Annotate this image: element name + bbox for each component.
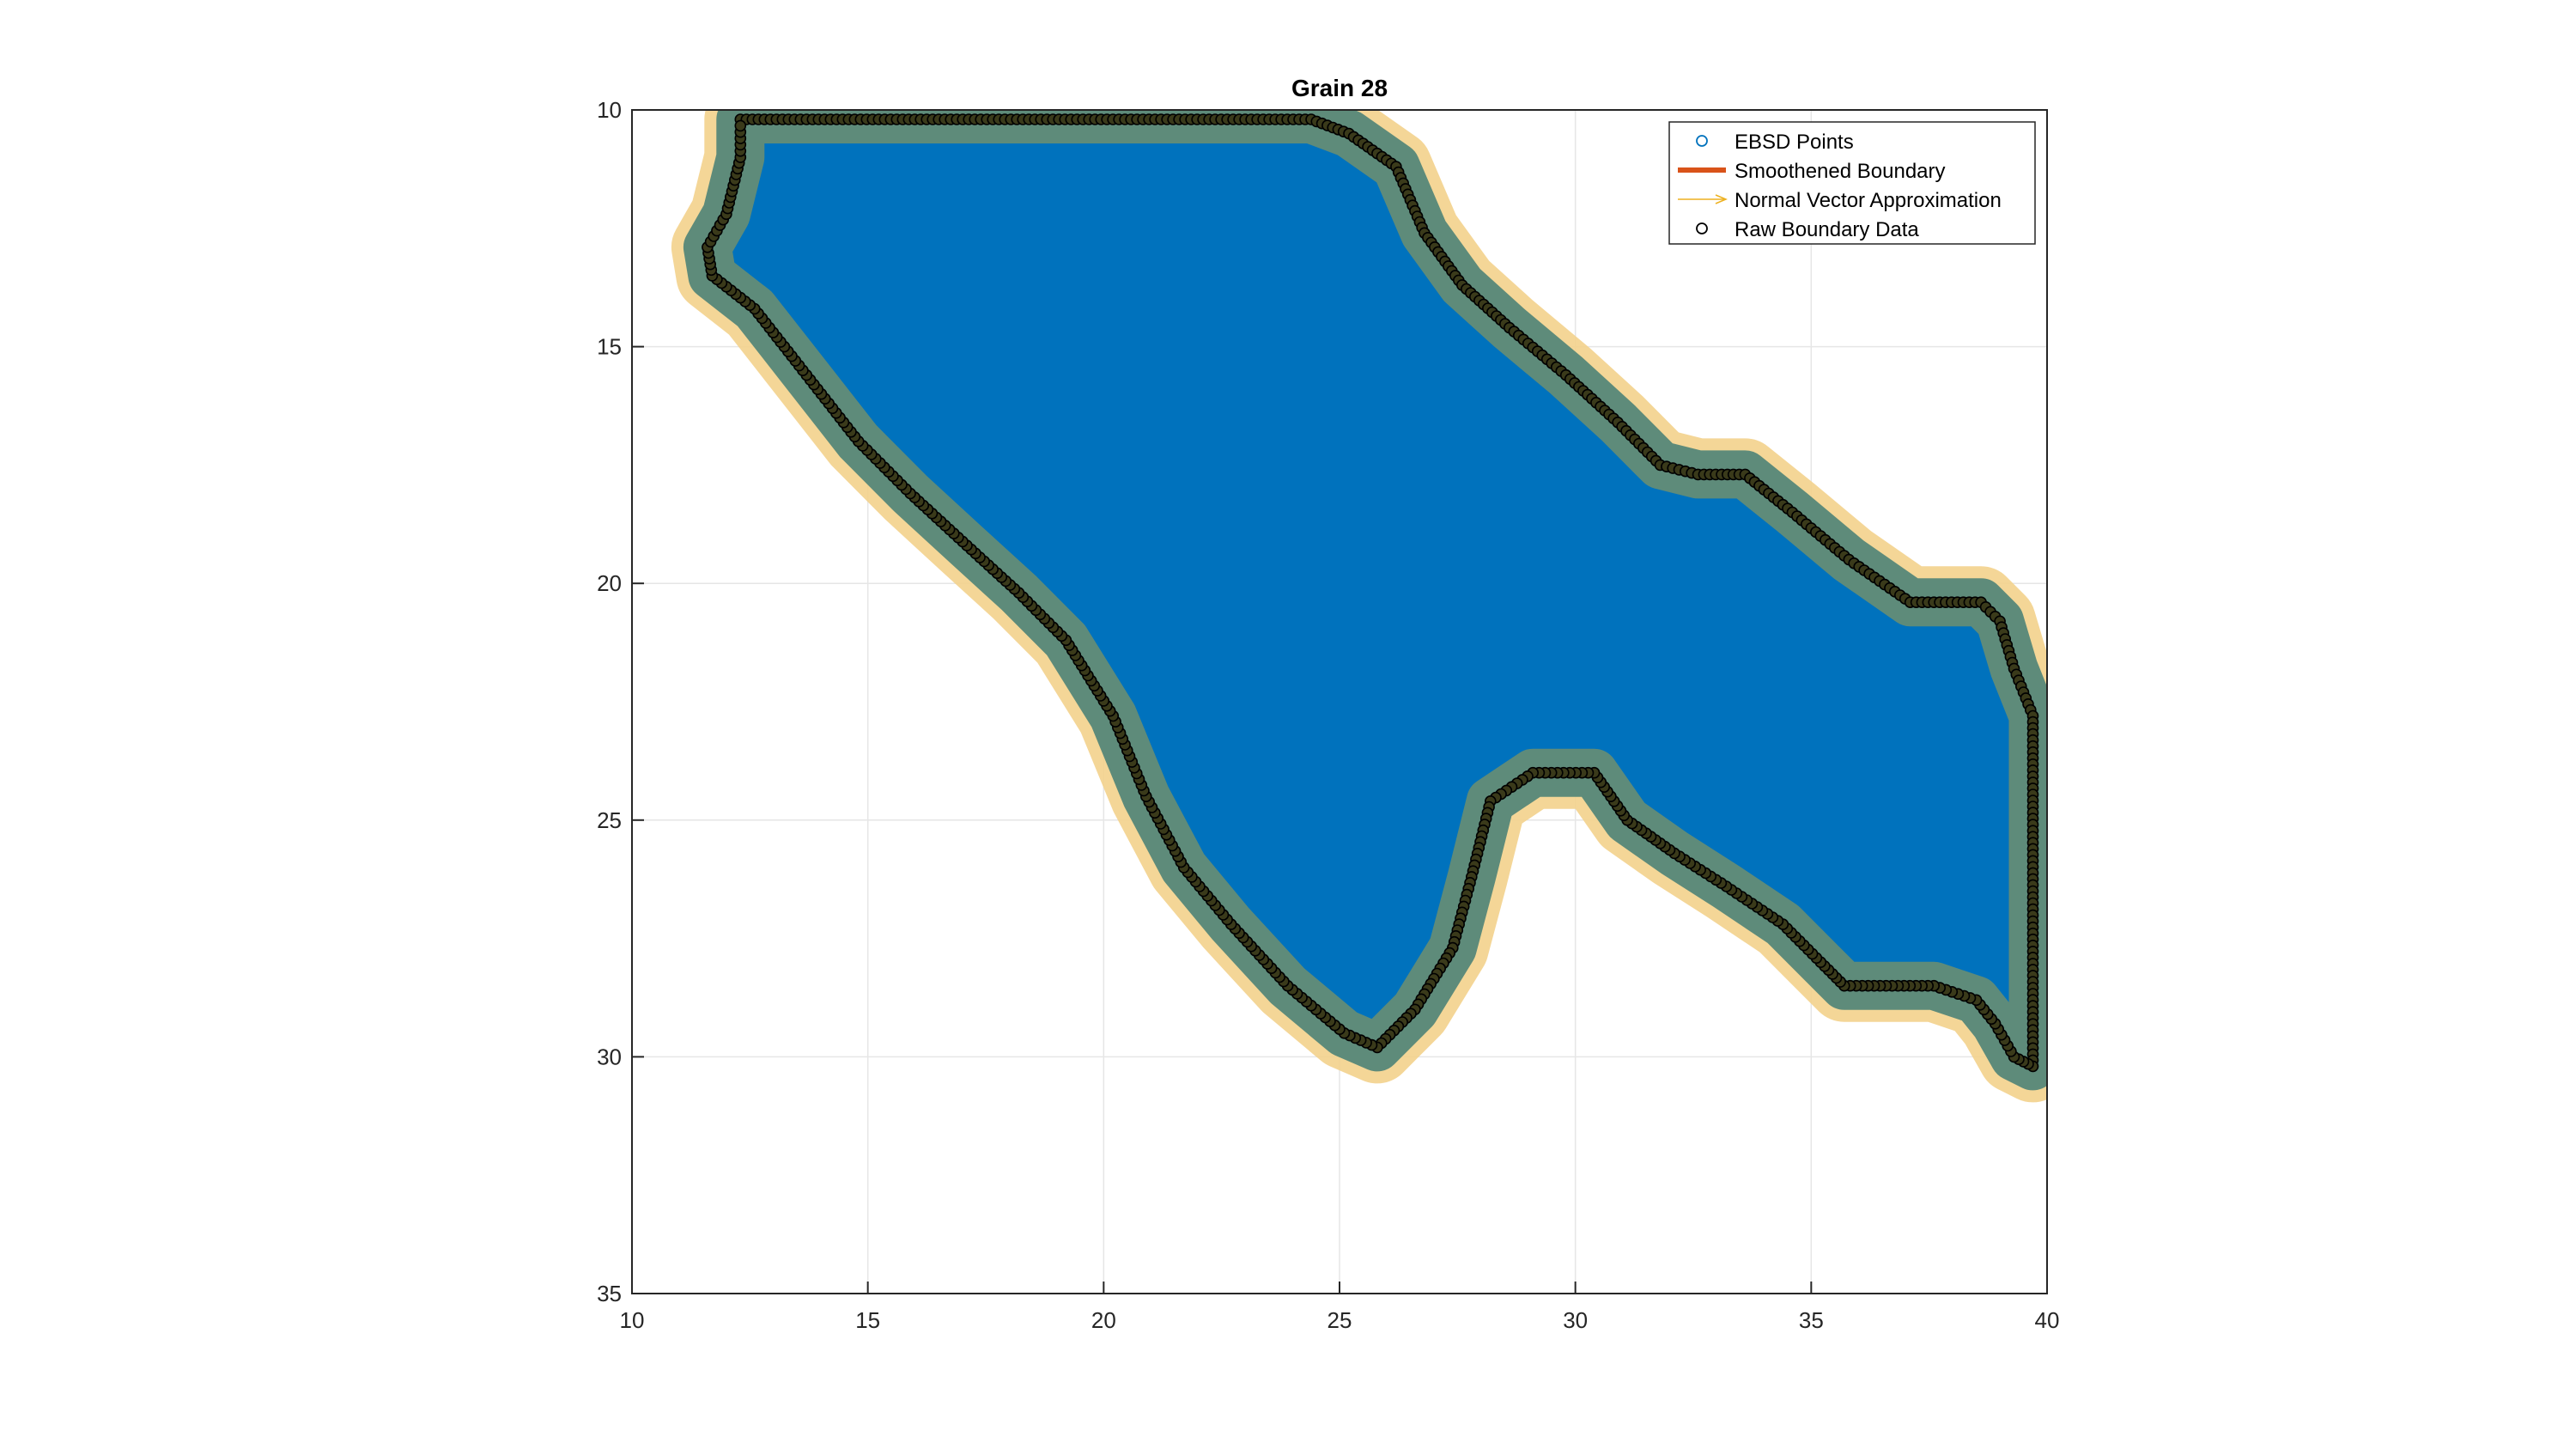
x-tick-label: 10: [620, 1307, 645, 1333]
legend-label-raw-boundary: Raw Boundary Data: [1735, 218, 1919, 241]
legend-label-smoothened-boundary: Smoothened Boundary: [1735, 160, 1946, 183]
x-tick-label: 15: [855, 1307, 880, 1333]
legend-entry-smoothened-boundary: Smoothened Boundary: [1678, 160, 1946, 183]
y-tick-label: 15: [597, 334, 622, 360]
legend-box: [1668, 121, 2036, 245]
x-tick-label: 25: [1327, 1307, 1352, 1333]
y-tick-label: 35: [597, 1281, 622, 1306]
chart-title: Grain 28: [1291, 75, 1388, 101]
x-tick-label: 30: [1563, 1307, 1588, 1333]
legend-entry-ebsd-points: EBSD Points: [1696, 131, 1854, 154]
legend: EBSD Points Smoothened Boundary Normal V…: [1668, 121, 2036, 245]
y-tick-label: 20: [597, 570, 622, 596]
plot-area: [671, 110, 2047, 1103]
y-tick-label: 30: [597, 1044, 622, 1069]
raw-boundary-point: [734, 119, 747, 132]
arrow-head-icon: [1715, 194, 1728, 204]
raw-boundary-markers: [702, 113, 2039, 1073]
y-tick-label: 10: [597, 97, 622, 123]
axis-ticks: 10 15 20 25 30 35 40 10 15 20 25 30 35: [597, 97, 2059, 1333]
legend-marker-ebsd-points: [1696, 135, 1708, 147]
legend-entry-raw-boundary: Raw Boundary Data: [1696, 218, 1919, 241]
y-tick-label: 25: [597, 807, 622, 833]
legend-marker-raw-boundary: [1696, 222, 1708, 234]
x-tick-label: 35: [1799, 1307, 1824, 1333]
legend-entry-normal-vector: Normal Vector Approximation: [1678, 189, 2002, 212]
ebsd-points-region: [707, 119, 2033, 1067]
legend-label-ebsd-points: EBSD Points: [1735, 131, 1854, 154]
legend-label-normal-vector: Normal Vector Approximation: [1735, 189, 2002, 212]
x-tick-label: 40: [2035, 1307, 2060, 1333]
x-tick-label: 20: [1091, 1307, 1116, 1333]
